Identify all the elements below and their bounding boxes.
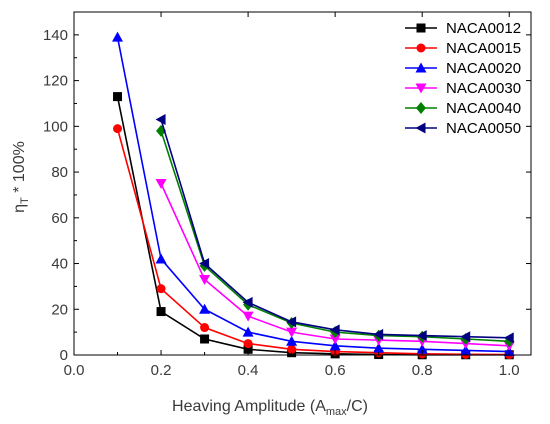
series-line-naca0015 [116, 128, 510, 356]
series-naca0050 [155, 113, 514, 344]
legend-item-naca0020: NACA0020 [405, 60, 521, 77]
data-point-naca0050 [329, 324, 340, 336]
y-axis-title-subscript: T [19, 197, 31, 204]
y-tick-label: 120 [43, 73, 68, 90]
plot-frame [73, 11, 532, 356]
x-axis-title-subscript: max [326, 406, 347, 418]
legend-item-naca0040: NACA0040 [405, 100, 521, 117]
legend: NACA0012 NACA0015 NACA0020 NACA0030 NACA0040… [405, 20, 521, 137]
legend-item-naca0015: NACA0015 [405, 40, 521, 57]
data-point-naca0020 [155, 253, 167, 264]
data-point-naca0050 [416, 330, 427, 342]
data-point-naca0030 [155, 179, 167, 189]
data-point-naca0020 [242, 326, 254, 337]
data-point-naca0015 [287, 344, 297, 354]
data-point-naca0050 [373, 328, 384, 340]
data-point-naca0012 [156, 307, 166, 317]
y-axis-ticks: 0 20 40 60 80 100 120 140 [43, 11, 531, 364]
x-axis-ticks: 0.0 0.2 0.4 0.6 0.8 1.0 [64, 12, 520, 379]
legend-label: NACA0020 [446, 60, 521, 77]
data-point-naca0012 [113, 92, 123, 102]
legend-label: NACA0012 [446, 20, 521, 37]
legend-label: NACA0030 [446, 80, 521, 97]
y-tick-label: 80 [51, 164, 68, 181]
data-point-naca0030 [199, 275, 211, 286]
data-point-naca0030 [242, 311, 254, 322]
data-point-naca0020 [460, 344, 472, 355]
legend-item-naca0030: NACA0030 [405, 80, 521, 97]
data-point-naca0020 [373, 342, 385, 353]
data-point-naca0015 [156, 284, 166, 294]
legend-marker [415, 122, 426, 134]
x-axis-title-main: Heaving Amplitude (A [172, 398, 326, 415]
data-point-naca0050 [503, 332, 514, 344]
series-naca0020 [112, 31, 515, 357]
legend-label: NACA0040 [446, 100, 521, 117]
x-tick-label: 0.6 [325, 362, 346, 379]
legend-item-naca0012: NACA0012 [405, 20, 521, 37]
data-point-naca0050 [199, 258, 210, 270]
data-point-naca0012 [200, 334, 210, 344]
legend-marker [416, 102, 426, 114]
data-point-naca0050 [155, 113, 166, 125]
legend-marker [415, 83, 427, 94]
x-axis-title-end: /C) [347, 398, 368, 415]
y-tick-label: 140 [43, 27, 68, 44]
y-tick-label: 100 [43, 118, 68, 135]
x-tick-label: 0.4 [238, 362, 259, 379]
data-point-naca0020 [286, 335, 298, 346]
x-axis-title: Heaving Amplitude (Amax/C) [172, 398, 368, 418]
data-point-naca0020 [329, 340, 341, 351]
y-tick-label: 20 [51, 301, 68, 318]
data-point-naca0050 [460, 331, 471, 343]
data-point-naca0015 [113, 124, 123, 134]
data-point-naca0012 [243, 344, 253, 354]
x-tick-label: 0.2 [151, 362, 172, 379]
y-tick-label: 60 [51, 210, 68, 227]
legend-marker [416, 23, 426, 33]
data-point-naca0015 [243, 339, 253, 349]
y-axis-title: ηT * 100% [11, 141, 31, 213]
legend-marker [415, 62, 427, 73]
x-tick-label: 0.8 [412, 362, 433, 379]
y-tick-label: 0 [60, 347, 68, 364]
y-tick-label: 40 [51, 256, 68, 273]
x-tick-label: 0.0 [64, 362, 85, 379]
data-point-naca0015 [200, 323, 210, 333]
legend-label: NACA0050 [446, 120, 521, 137]
series-layer [112, 31, 515, 360]
data-point-naca0050 [242, 296, 253, 308]
data-point-naca0020 [199, 303, 211, 314]
x-tick-label: 1.0 [499, 362, 520, 379]
series-line-naca0020 [116, 36, 510, 353]
y-axis-title-rest: * 100% [11, 141, 28, 197]
data-point-naca0020 [112, 31, 124, 42]
data-point-naca0020 [416, 343, 428, 354]
y-axis-title-symbol: η [11, 204, 28, 213]
legend-marker [416, 43, 426, 53]
legend-item-naca0050: NACA0050 [405, 120, 521, 137]
data-point-naca0050 [286, 316, 297, 328]
data-point-naca0030 [286, 327, 298, 338]
legend-label: NACA0015 [446, 40, 521, 57]
data-point-naca0030 [329, 334, 341, 345]
